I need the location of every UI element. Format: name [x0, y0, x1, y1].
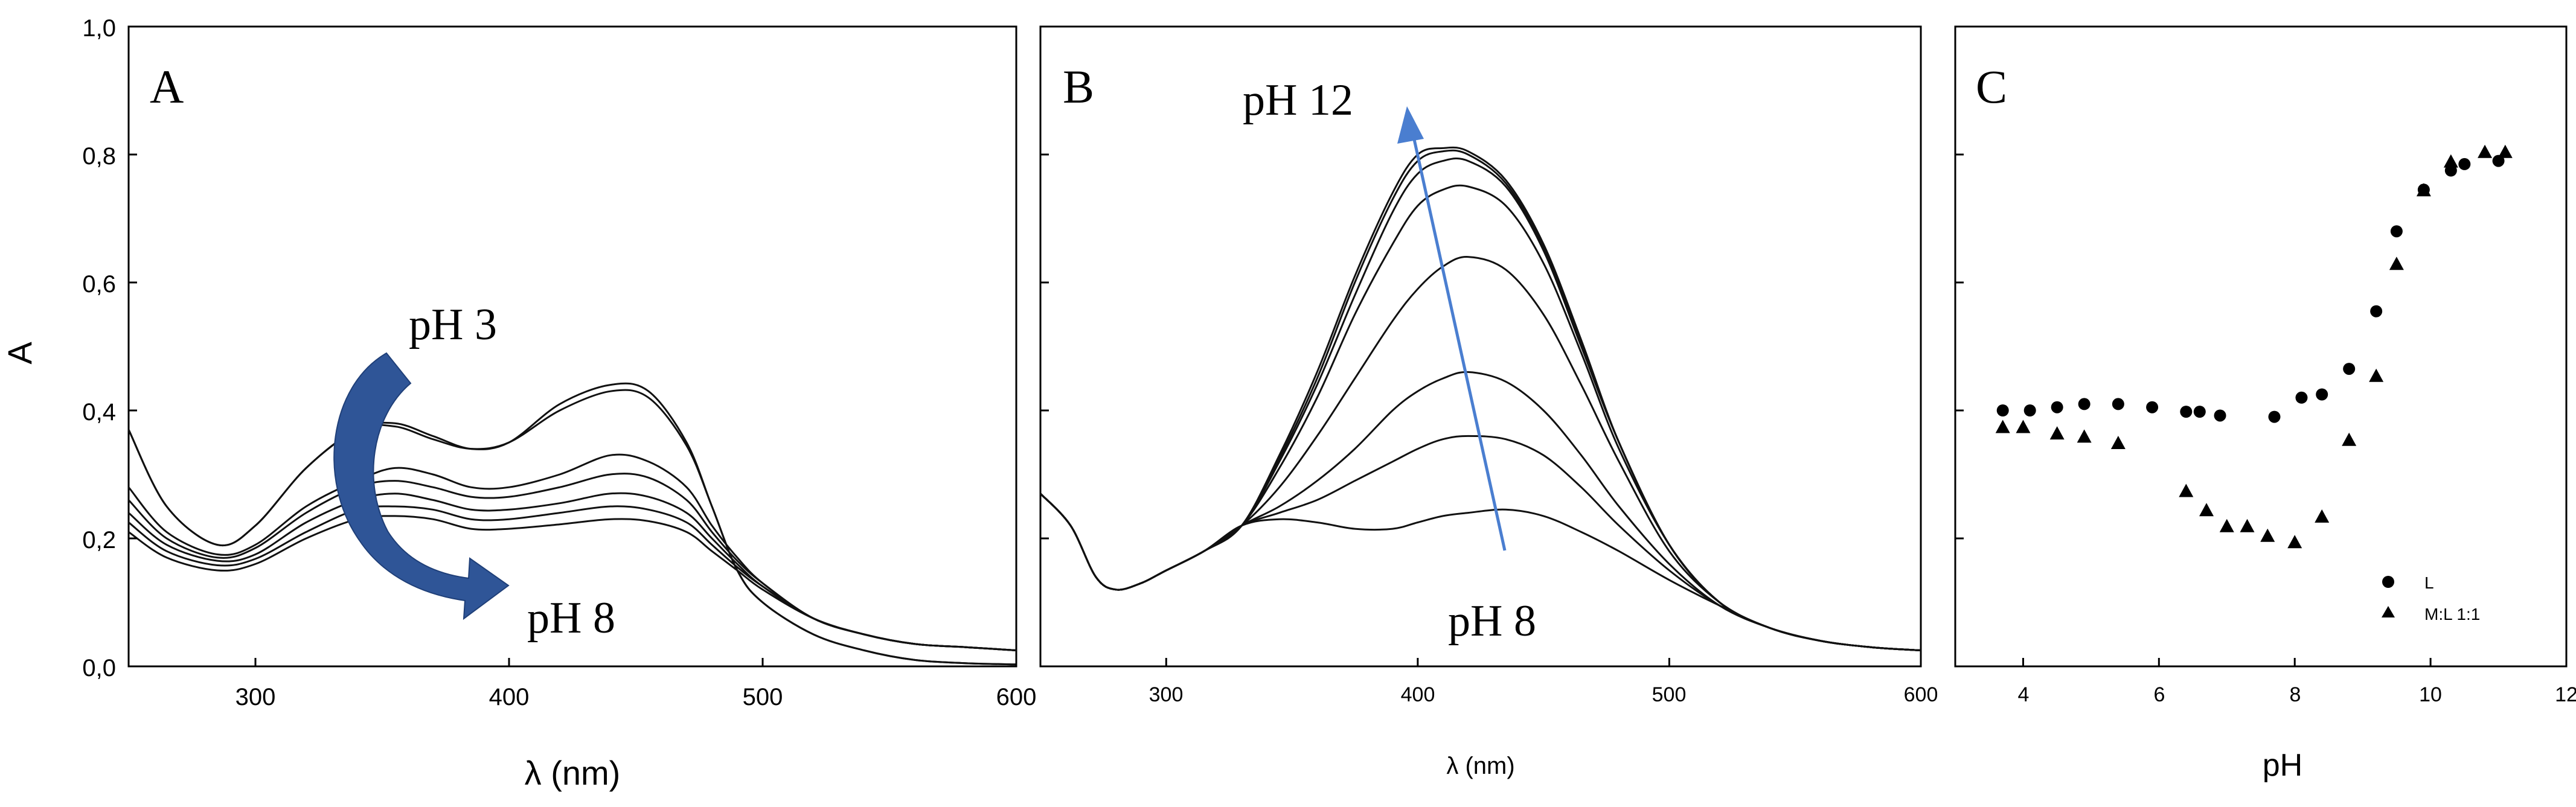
spectrum-line [1039, 158, 1921, 651]
panel-c: C pH 4 6 8 10 12 L M:L 1:1 [1954, 25, 2576, 783]
spectrum-line [127, 389, 1017, 666]
panel-b-ticks [1040, 25, 1922, 668]
annotation-ph12: pH 12 [1243, 75, 1353, 125]
data-point-l [2051, 401, 2063, 413]
x-tick-label: 500 [1652, 683, 1687, 706]
x-tick-label: 12 [2555, 683, 2576, 706]
data-point-l [2295, 391, 2308, 404]
data-point-ml [2016, 419, 2031, 433]
y-tick-label: 0,6 [82, 271, 116, 298]
y-tick-label: 0,4 [82, 399, 116, 426]
panel-a-curves [127, 382, 1017, 666]
data-point-ml [2077, 429, 2092, 443]
data-point-ml [1995, 419, 2010, 433]
panel-a: A A λ (nm) 0,0 0,2 0,4 0,6 0,8 1,0 300 4… [1, 15, 1036, 792]
trend-arrow [333, 352, 510, 620]
y-tick-label: 0,0 [82, 655, 116, 681]
panel-c-points [1995, 144, 2513, 549]
x-tick-label: 400 [1401, 683, 1435, 706]
data-point-ml [2240, 518, 2255, 532]
panel-a-x-axis-label: λ (nm) [525, 754, 621, 792]
data-point-ml [2219, 518, 2234, 532]
data-point-l [1996, 404, 2009, 416]
data-point-ml [2315, 509, 2330, 523]
spectrum-line [1039, 146, 1921, 651]
x-tick-label: 400 [489, 684, 530, 710]
y-tick-label: 0,2 [82, 527, 116, 553]
panel-a-y-axis-label: A [1, 342, 39, 365]
legend-label: L [2424, 573, 2434, 592]
legend-marker-triangle [2382, 606, 2395, 617]
panel-b: B λ (nm) 300 400 500 600 pH 12 pH 8 [1039, 25, 1938, 779]
panel-c-x-axis-label: pH [2263, 748, 2302, 783]
panel-b-letter: B [1063, 60, 1094, 113]
data-point-ml [2110, 436, 2126, 449]
spectrum-line [128, 515, 1017, 651]
annotation-ph8: pH 8 [1448, 596, 1536, 646]
panel-c-frame [1954, 25, 2568, 668]
data-point-ml [2049, 426, 2065, 440]
data-point-ml [2199, 503, 2214, 517]
data-point-l [2023, 404, 2036, 416]
legend-marker-circle [2382, 576, 2394, 588]
data-point-ml [2389, 257, 2404, 270]
panel-a-letter: A [150, 60, 184, 113]
legend-label: M:L 1:1 [2424, 605, 2480, 624]
y-tick-label: 1,0 [82, 15, 116, 42]
data-point-l [2390, 225, 2403, 238]
data-point-ml [2369, 368, 2384, 382]
x-tick-label: 600 [1904, 683, 1938, 706]
panel-c-letter: C [1976, 60, 2007, 113]
data-point-l [2458, 158, 2471, 170]
data-point-ml [2287, 535, 2302, 549]
panel-b-frame [1039, 25, 1922, 668]
panel-c-ticks [1955, 25, 2568, 668]
x-tick-label: 8 [2290, 683, 2301, 706]
x-tick-label: 500 [743, 684, 783, 710]
data-point-ml [2478, 144, 2493, 158]
trend-arrow [1411, 133, 1507, 551]
x-tick-label: 300 [235, 684, 276, 710]
data-point-l [2316, 388, 2328, 401]
panel-a-ticks [129, 25, 1017, 668]
data-point-l [2268, 410, 2281, 423]
spectrum-line [1039, 149, 1921, 651]
data-point-l [2343, 363, 2356, 375]
panel-a-frame [127, 25, 1017, 668]
annotation-ph3: pH 3 [409, 300, 497, 349]
x-tick-label: 10 [2419, 683, 2442, 706]
y-tick-label: 0,8 [82, 143, 116, 170]
x-tick-label: 4 [2018, 683, 2030, 706]
panel-b-curves [1039, 146, 1921, 651]
data-point-l [2193, 406, 2206, 418]
x-tick-label: 6 [2154, 683, 2165, 706]
panel-b-x-axis-label: λ (nm) [1446, 753, 1514, 779]
data-point-ml [2260, 528, 2275, 542]
data-point-l [2214, 409, 2226, 422]
spectrum-line [1039, 256, 1921, 651]
data-point-ml [2179, 483, 2194, 497]
data-point-l [2180, 406, 2193, 418]
legend: L M:L 1:1 [2382, 573, 2480, 624]
x-tick-label: 300 [1149, 683, 1184, 706]
trend-arrow-head [1397, 106, 1424, 144]
x-tick-label: 600 [996, 684, 1037, 710]
data-point-l [2146, 401, 2159, 413]
data-point-ml [2416, 183, 2431, 197]
data-point-ml [2342, 432, 2357, 446]
data-point-ml [2443, 154, 2458, 168]
data-point-l [2112, 398, 2124, 410]
spectrum-line [1039, 184, 1921, 651]
data-point-ml [2498, 144, 2513, 158]
data-point-l [2078, 398, 2091, 410]
data-point-l [2370, 305, 2383, 317]
annotation-ph8: pH 8 [527, 593, 615, 643]
